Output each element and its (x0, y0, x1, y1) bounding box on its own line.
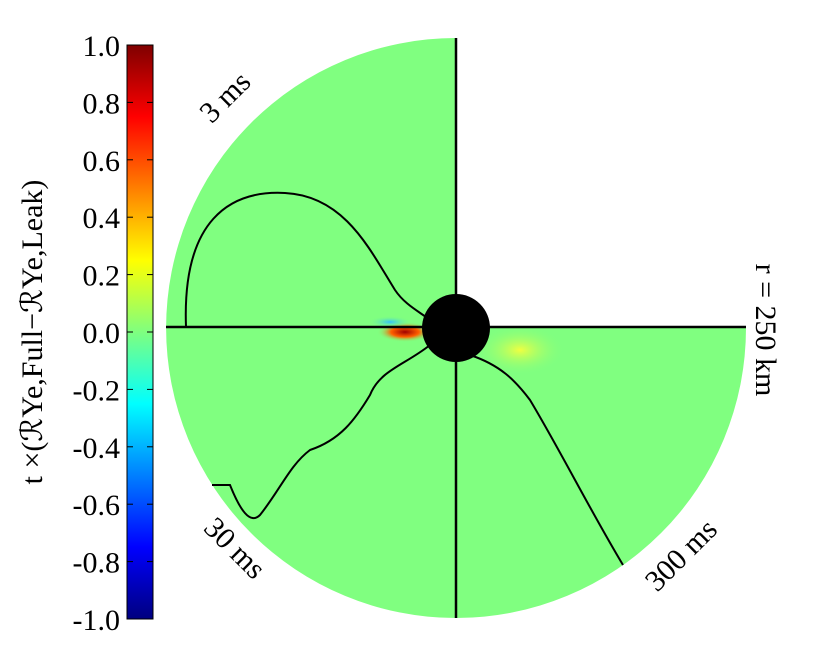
polar-plot: 3 ms 30 ms 300 ms r = 250 km (166, 38, 782, 618)
contour-300ms (469, 354, 624, 566)
contour-30ms (212, 344, 431, 520)
tick-label: -0.2 (73, 374, 121, 407)
colorbar-label: t ×(ℛYe,Full−ℛYe,Leak) (16, 180, 49, 485)
annotation: 3 ms (193, 65, 257, 129)
tick-label: 0.0 (83, 317, 121, 350)
warm-spot (475, 325, 565, 375)
central-object (422, 294, 490, 362)
tick-label: 0.4 (83, 202, 121, 235)
tick-label: -0.8 (73, 547, 121, 580)
tick-label: 0.8 (83, 87, 121, 120)
tick-label: -0.6 (73, 489, 121, 522)
contour-3ms (184, 191, 431, 328)
annotation: r = 250 km (749, 264, 782, 397)
tick-label: 0.6 (83, 145, 121, 178)
tick-label: -1.0 (73, 604, 121, 637)
tick-label: 0.2 (83, 260, 121, 293)
tick-label: -0.4 (73, 432, 121, 465)
tick-label: 1.0 (83, 30, 121, 63)
cool-spot (368, 316, 412, 328)
